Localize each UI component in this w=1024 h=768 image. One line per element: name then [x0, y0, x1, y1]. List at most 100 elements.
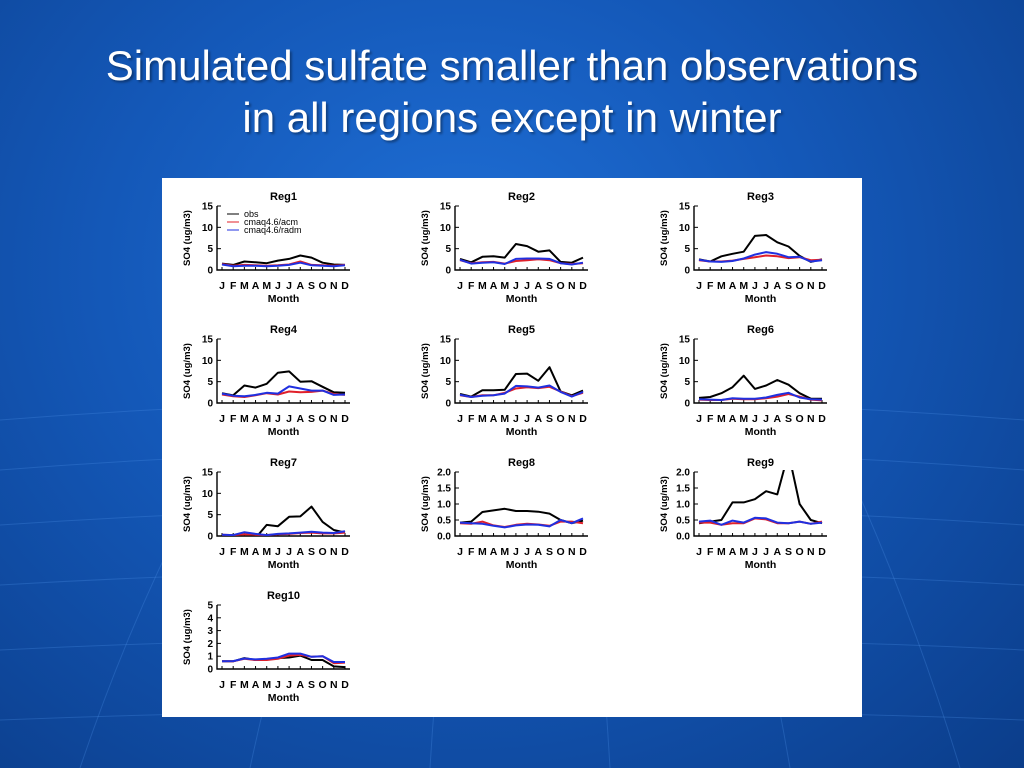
x-tick-label: J — [286, 546, 292, 558]
y-tick-label: 0 — [684, 399, 690, 410]
x-tick-label: A — [729, 413, 737, 425]
x-tick-label: O — [796, 280, 804, 292]
slide-title: Simulated sulfate smaller than observati… — [0, 40, 1024, 144]
y-tick-label: 1.5 — [676, 484, 690, 495]
series-line-obs — [221, 254, 346, 266]
x-axis-label: Month — [745, 293, 777, 305]
x-tick-label: D — [579, 546, 587, 558]
x-tick-label: J — [752, 413, 758, 425]
x-tick-label: N — [568, 280, 576, 292]
x-tick-label: J — [219, 679, 225, 691]
x-tick-label: J — [513, 413, 519, 425]
x-tick-label: J — [696, 413, 702, 425]
y-tick-label: 0 — [207, 665, 213, 676]
y-tick-label: 1.0 — [676, 500, 690, 511]
y-tick-label: 15 — [202, 335, 214, 346]
x-tick-label: S — [308, 280, 315, 292]
x-tick-label: J — [524, 413, 530, 425]
chart-title: Reg1 — [270, 191, 297, 203]
y-tick-label: 10 — [440, 356, 452, 367]
x-tick-label: D — [818, 546, 826, 558]
x-tick-label: J — [524, 546, 530, 558]
y-tick-label: 5 — [684, 377, 690, 388]
x-tick-label: A — [296, 679, 304, 691]
y-tick-label: 15 — [440, 202, 452, 213]
x-tick-label: A — [296, 546, 304, 558]
x-tick-label: D — [818, 280, 826, 292]
y-tick-label: 10 — [202, 489, 214, 500]
x-tick-label: N — [330, 679, 338, 691]
chart-title: Reg9 — [747, 457, 774, 469]
x-tick-label: J — [457, 413, 463, 425]
y-tick-label: 2 — [207, 639, 213, 650]
plot-axes — [693, 339, 827, 404]
x-tick-label: J — [286, 280, 292, 292]
y-axis-label: SO4 (ug/m3) — [659, 476, 670, 532]
chart-title: Reg8 — [508, 457, 535, 469]
x-tick-label: S — [308, 679, 315, 691]
x-tick-label: F — [707, 413, 714, 425]
x-tick-label: A — [773, 280, 781, 292]
y-axis-label: SO4 (ug/m3) — [420, 210, 431, 266]
x-axis-label: Month — [268, 559, 300, 571]
x-tick-label: D — [579, 413, 587, 425]
chart-title: Reg2 — [508, 191, 535, 203]
x-tick-label: S — [308, 546, 315, 558]
x-tick-label: S — [785, 413, 792, 425]
y-axis-label: SO4 (ug/m3) — [659, 210, 670, 266]
x-tick-label: A — [490, 280, 498, 292]
x-tick-label: S — [546, 413, 553, 425]
series-line-radm — [459, 384, 584, 398]
y-axis-label: SO4 (ug/m3) — [420, 343, 431, 399]
x-tick-label: N — [330, 413, 338, 425]
chart-title: Reg7 — [270, 457, 297, 469]
x-tick-label: A — [534, 546, 542, 558]
y-tick-label: 10 — [679, 356, 691, 367]
y-tick-label: 1 — [207, 652, 213, 663]
x-tick-label: A — [296, 280, 304, 292]
x-tick-label: N — [330, 280, 338, 292]
x-tick-label: J — [513, 280, 519, 292]
y-axis-label: SO4 (ug/m3) — [182, 476, 193, 532]
y-tick-label: 5 — [207, 510, 213, 521]
x-tick-label: A — [252, 679, 260, 691]
y-tick-label: 1.0 — [437, 500, 451, 511]
x-tick-label: A — [534, 280, 542, 292]
y-tick-label: 2.0 — [437, 468, 451, 479]
x-tick-label: F — [707, 280, 714, 292]
x-tick-label: O — [557, 546, 565, 558]
x-tick-label: J — [752, 546, 758, 558]
series-line-radm — [459, 517, 584, 529]
x-tick-label: J — [752, 280, 758, 292]
series-line-radm — [698, 251, 823, 263]
x-tick-label: M — [717, 413, 726, 425]
x-tick-label: J — [275, 280, 281, 292]
x-tick-label: J — [275, 546, 281, 558]
slide-title-line-2: in all regions except in winter — [242, 94, 782, 141]
x-tick-label: A — [534, 413, 542, 425]
x-tick-label: A — [252, 413, 260, 425]
x-tick-label: N — [330, 546, 338, 558]
x-tick-label: J — [286, 413, 292, 425]
x-tick-label: M — [240, 679, 249, 691]
x-tick-label: J — [763, 413, 769, 425]
x-tick-label: J — [696, 280, 702, 292]
x-tick-label: M — [717, 280, 726, 292]
series-line-obs — [255, 505, 346, 536]
x-axis-label: Month — [506, 426, 538, 438]
x-tick-label: D — [341, 546, 349, 558]
y-tick-label: 0.5 — [676, 516, 690, 527]
x-tick-label: J — [513, 546, 519, 558]
x-tick-label: N — [807, 280, 815, 292]
x-axis-label: Month — [268, 293, 300, 305]
x-axis-label: Month — [268, 426, 300, 438]
x-axis-label: Month — [506, 559, 538, 571]
